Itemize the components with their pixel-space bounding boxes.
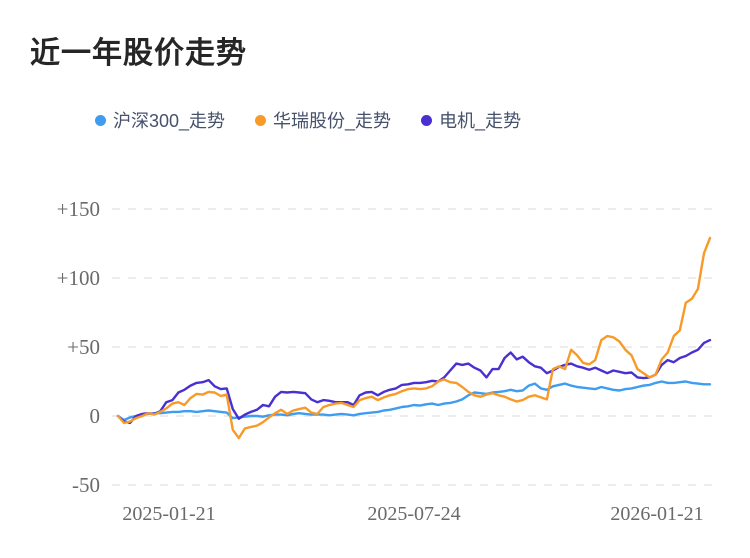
legend-dot-icon (95, 114, 106, 126)
legend-item-motor[interactable]: 电机_走势 (421, 107, 521, 133)
series-lines (116, 236, 712, 440)
y-tick-label: +100 (57, 266, 100, 290)
x-tick-label: 2025-01-21 (122, 503, 215, 525)
y-tick-label: 0 (90, 404, 101, 428)
series-line-电机_走势 (116, 338, 712, 425)
y-tick-label: +50 (67, 335, 100, 359)
legend-item-hs300[interactable]: 沪深300_走势 (95, 107, 225, 133)
legend-item-huarui[interactable]: 华瑞股份_走势 (255, 107, 391, 133)
chart-legend: 沪深300_走势 华瑞股份_走势 电机_走势 (95, 107, 521, 133)
series-line-沪深300_走势 (116, 380, 712, 422)
page-title: 近一年股价走势 (30, 37, 247, 70)
legend-label: 华瑞股份_走势 (273, 111, 392, 131)
series-line-华瑞股份_走势 (116, 236, 712, 440)
x-tick-label: 2025-07-24 (367, 503, 460, 525)
x-tick-label: 2026-01-21 (610, 503, 703, 525)
y-tick-label: +150 (57, 197, 100, 221)
legend-dot-icon (421, 114, 433, 126)
legend-label: 沪深300_走势 (113, 111, 226, 131)
y-tick-label: -50 (72, 473, 100, 497)
legend-label: 电机_走势 (439, 111, 522, 131)
legend-dot-icon (255, 114, 267, 126)
